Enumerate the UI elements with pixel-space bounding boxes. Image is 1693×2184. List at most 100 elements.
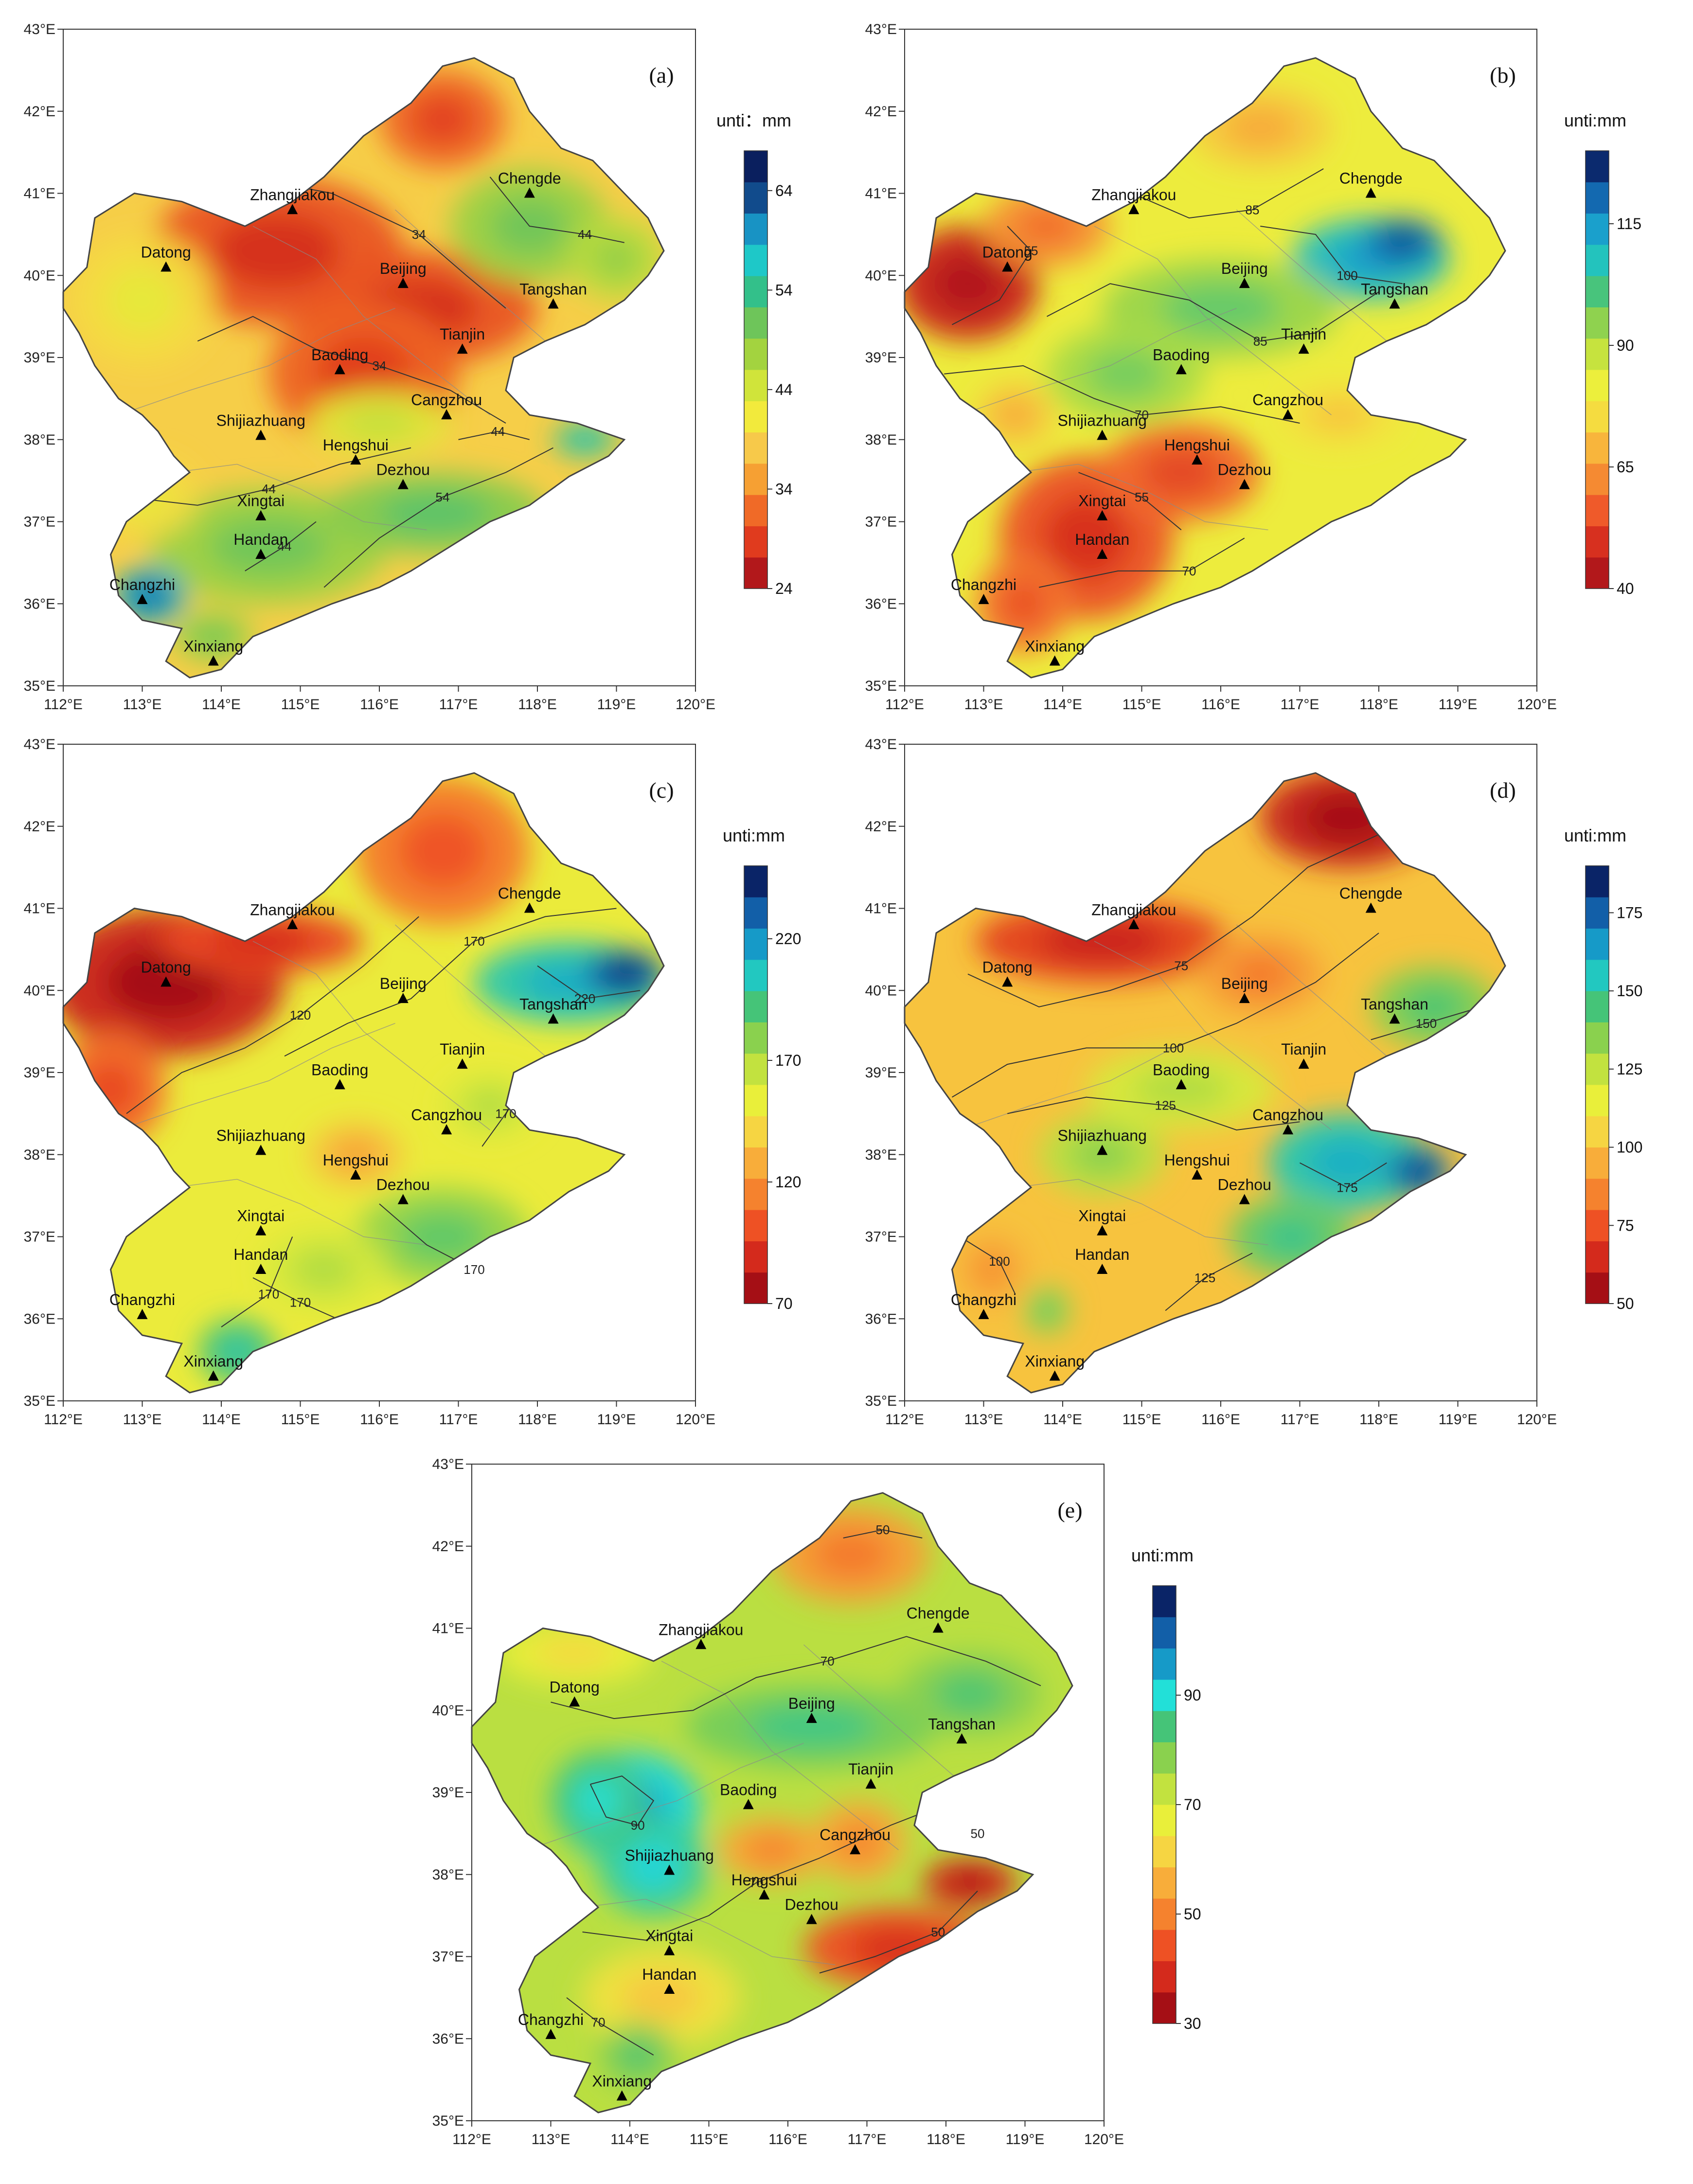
value-blob-core [811, 1530, 891, 1579]
admin-boundary [395, 924, 546, 1056]
lat-label: 38°E [24, 432, 55, 448]
contour-label: 70 [591, 2015, 606, 2030]
unit-label: unti:mm [1131, 1545, 1194, 1565]
contour-label: 34 [412, 227, 426, 242]
lon-label: 116°E [360, 1412, 399, 1428]
colorbar-tick-label: 50 [1184, 1905, 1201, 1923]
lon-label: 112°E [44, 697, 83, 713]
city-marker [1298, 343, 1309, 354]
lon-label: 115°E [690, 2131, 729, 2148]
value-blob-core [592, 238, 641, 280]
city-marker [160, 976, 172, 987]
contour-label: 150 [1416, 1016, 1437, 1031]
city-label: Xinxiang [1025, 637, 1085, 655]
contour-line [551, 1636, 1041, 1719]
lat-label: 43°E [24, 21, 55, 37]
city-label: Beijing [380, 975, 427, 992]
colorbar-segment [1153, 1961, 1176, 1993]
city-label: Cangzhou [411, 1106, 482, 1124]
city-marker [569, 1696, 580, 1707]
city-label: Xinxiang [183, 1352, 243, 1370]
lat-label: 38°E [865, 432, 897, 448]
admin-boundary [252, 941, 490, 1130]
city-label: Changzhi [518, 2011, 584, 2028]
region-outline [904, 772, 1506, 1394]
lon-label: 114°E [202, 1412, 241, 1428]
value-blob-core [399, 1212, 486, 1262]
city-label: Tianjin [440, 325, 485, 343]
city-label: Hengshui [731, 1871, 797, 1889]
colorbar-segment [1153, 1867, 1176, 1899]
colorbar-segment [1586, 1022, 1609, 1054]
value-blob-core [411, 95, 474, 144]
lon-label: 115°E [1123, 697, 1161, 713]
contour-line [489, 177, 624, 243]
city-marker [1239, 1194, 1250, 1204]
lon-label: 118°E [518, 1412, 557, 1428]
lat-label: 36°E [24, 596, 55, 612]
colorbar-segment [1586, 1272, 1609, 1304]
colorbar-frame [744, 150, 768, 589]
region-outline [904, 57, 1506, 679]
colorbar-segment [744, 991, 767, 1022]
admin-boundary [174, 464, 427, 531]
admin-boundary [1015, 1179, 1268, 1246]
city-label: Datong [550, 1678, 600, 1696]
colorbar-segment [744, 307, 767, 339]
contour-line [566, 1997, 654, 2056]
lon-label: 114°E [1043, 697, 1082, 713]
city-marker [1097, 1225, 1108, 1235]
contour-line [1165, 1253, 1253, 1311]
contour-line [819, 1890, 978, 1974]
lat-label: 43°E [865, 21, 897, 37]
city-label: Datong [982, 958, 1033, 976]
colorbar-segment [744, 1116, 767, 1148]
value-blob-core [1260, 1216, 1324, 1257]
lon-label: 119°E [1006, 2131, 1045, 2148]
admin-boundary [803, 1644, 954, 1776]
value-blob-core [1307, 398, 1371, 431]
contour-label: 100 [1337, 268, 1357, 283]
city-label: Tangshan [928, 1715, 996, 1733]
panel-label: (b) [1490, 63, 1516, 88]
colorbar-segment [744, 370, 767, 401]
city-label: Xinxiang [1025, 1352, 1085, 1370]
colorbar-segment [1586, 213, 1609, 245]
city-label: Chengde [498, 885, 561, 902]
lon-label: 114°E [610, 2131, 649, 2148]
lat-label: 37°E [865, 1229, 897, 1245]
lat-label: 36°E [865, 596, 897, 612]
colorbar-segment [744, 432, 767, 464]
lat-label: 42°E [432, 1539, 464, 1555]
city-label: Beijing [1221, 260, 1268, 277]
city-marker [160, 261, 172, 272]
city-marker [1049, 655, 1060, 666]
city-label: Dezhou [376, 1176, 430, 1194]
panel-label: (c) [649, 778, 674, 803]
contour-line [537, 965, 641, 1000]
colorbar-segment [1586, 307, 1609, 339]
value-blob-core [209, 518, 328, 575]
colorbar-tick-label: 170 [775, 1052, 801, 1069]
colorbar-segment [744, 213, 767, 245]
panel-d: 75 100 125 150 175 100 125 112°E 113°E 114°E 115°E… [851, 734, 1678, 1464]
colorbar-segment [744, 959, 767, 991]
city-marker [524, 902, 535, 913]
lon-label: 116°E [768, 2131, 807, 2148]
colorbar-segment [1586, 928, 1609, 960]
panel-label: (e) [1057, 1498, 1082, 1522]
city-marker [208, 1370, 219, 1381]
city-marker [137, 1308, 148, 1319]
contour-label: 70 [820, 1654, 835, 1668]
unit-label: unti：mm [716, 110, 791, 130]
city-label: Changzhi [109, 1291, 175, 1308]
city-label: Tangshan [519, 280, 587, 298]
contour-label: 44 [262, 482, 276, 496]
city-label: Beijing [788, 1695, 835, 1712]
contour-label: 175 [1337, 1180, 1357, 1195]
colorbar-segment [744, 1147, 767, 1179]
contour-label: 44 [491, 424, 505, 439]
contour-line [197, 316, 506, 424]
lon-label: 114°E [1043, 1412, 1082, 1428]
colorbar-segment [1586, 370, 1609, 401]
